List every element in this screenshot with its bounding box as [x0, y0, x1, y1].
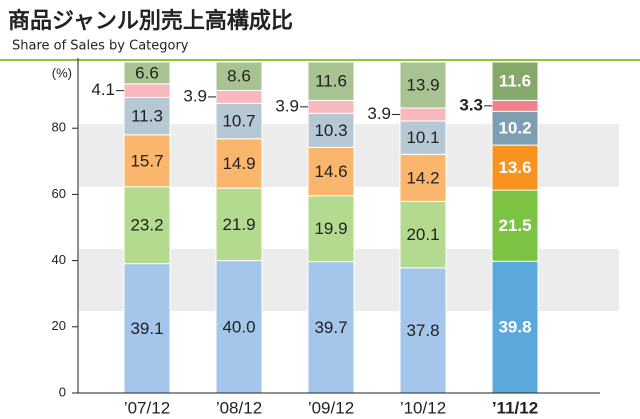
value-label: 39.7	[314, 318, 347, 337]
value-label: 21.9	[222, 215, 255, 234]
bar-segment	[123, 263, 171, 394]
value-label: 11.6	[499, 72, 531, 91]
y-unit: (%)	[52, 65, 72, 80]
bar-segment	[399, 200, 447, 269]
y-tick-label: 40	[52, 252, 66, 267]
bar-segment	[307, 146, 355, 197]
value-label: 3.9	[367, 104, 391, 123]
value-label: 3.9	[183, 86, 207, 105]
x-tick-label: ’08/12	[216, 398, 262, 417]
value-label: 10.7	[222, 112, 255, 131]
bar-segment	[307, 195, 355, 263]
value-label: 14.6	[314, 162, 347, 181]
y-tick-label: 60	[52, 186, 66, 201]
value-label: 6.6	[135, 63, 159, 82]
bar-segment	[123, 83, 171, 98]
bar-segment	[399, 107, 447, 122]
bar-segment	[123, 186, 171, 265]
chart-subtitle: Share of Sales by Category	[12, 39, 189, 54]
value-label: 39.8	[498, 318, 531, 337]
bar-segment	[215, 89, 263, 104]
value-label: 19.9	[314, 219, 347, 238]
bar-segment	[215, 187, 263, 262]
value-label: 39.1	[130, 319, 163, 338]
bar-segment	[491, 144, 539, 191]
bar-segment	[491, 260, 539, 394]
x-tick-label: ’09/12	[308, 398, 354, 417]
bar-segment	[307, 99, 355, 114]
value-label: 15.7	[130, 151, 163, 170]
bar-segment	[307, 112, 355, 148]
bar-segment	[491, 61, 539, 101]
y-tick-label: 0	[59, 384, 66, 399]
value-label: 11.3	[131, 107, 163, 126]
value-label: 13.6	[498, 158, 531, 177]
bar-segment	[307, 261, 355, 394]
bar-segment	[399, 120, 447, 155]
value-label: 14.2	[406, 168, 439, 187]
bar-segment	[215, 260, 263, 394]
bar-segment	[399, 61, 447, 109]
value-label: 10.2	[498, 119, 531, 138]
bar-segment	[123, 96, 171, 136]
bar-segment	[491, 99, 539, 112]
value-label: 14.9	[222, 154, 255, 173]
bar-segment	[399, 153, 447, 202]
bar-segment	[215, 102, 263, 140]
x-tick-label: ’11/12	[492, 398, 538, 417]
value-label: 13.9	[406, 75, 439, 94]
chart-title: 商品ジャンル別売上高構成比	[8, 8, 293, 34]
bar-segment	[491, 189, 539, 262]
x-tick-label: ’10/12	[400, 398, 446, 417]
value-label: 21.5	[498, 216, 531, 235]
value-label: 37.8	[406, 321, 439, 340]
value-label: 40.0	[222, 317, 255, 336]
y-tick-label: 20	[52, 318, 66, 333]
bar-segment	[123, 61, 171, 85]
value-label: 8.6	[227, 67, 251, 86]
value-label: 20.1	[406, 225, 439, 244]
value-label: 11.6	[315, 72, 347, 91]
bar-segment	[307, 61, 355, 101]
bar-segment	[123, 134, 171, 188]
y-tick-label: 80	[52, 120, 66, 135]
x-tick-label: ’07/12	[124, 398, 170, 417]
value-label: 23.2	[130, 216, 163, 235]
bar-segment	[215, 61, 263, 91]
value-label: 4.1	[91, 80, 115, 99]
value-label: 3.3	[459, 95, 483, 114]
value-label: 3.9	[275, 96, 299, 115]
value-label: 10.3	[314, 121, 347, 140]
value-label: 10.1	[406, 128, 439, 147]
